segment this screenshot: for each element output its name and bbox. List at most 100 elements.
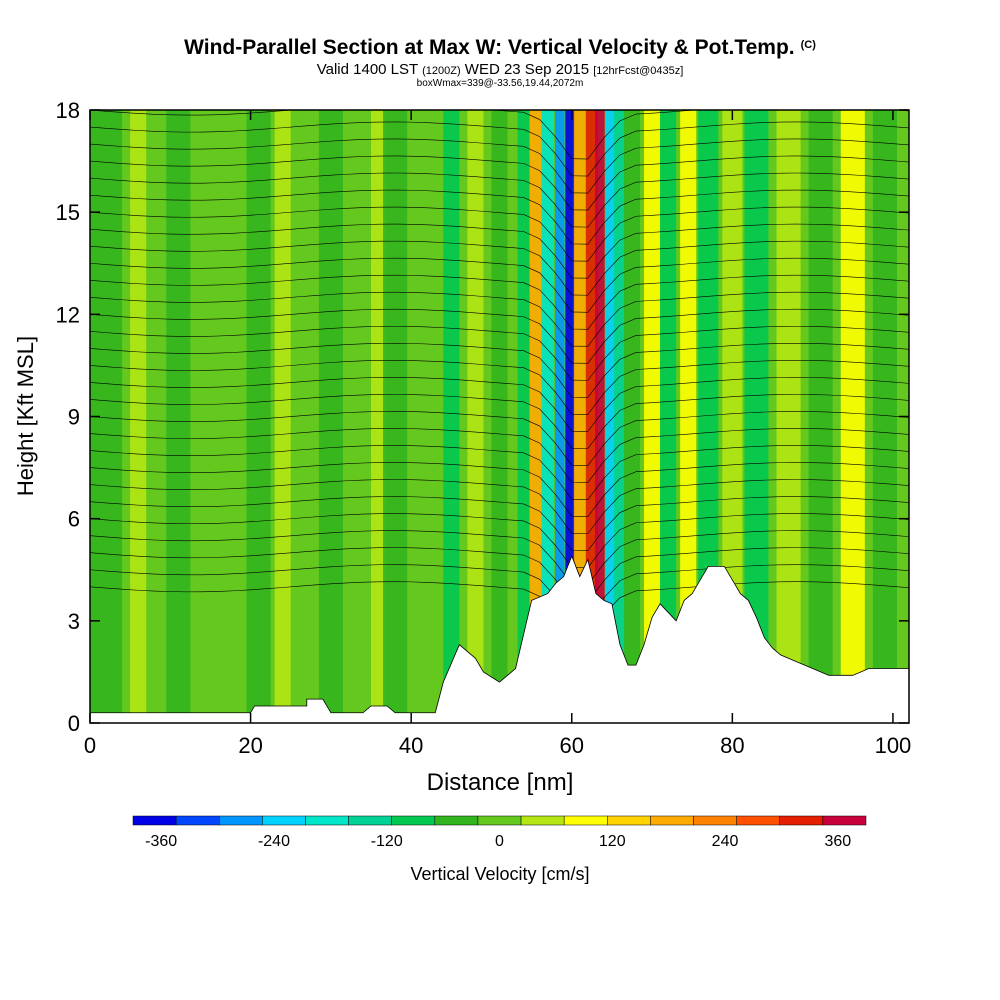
y-tick-label: 3 <box>68 609 80 634</box>
colorbar-swatch <box>736 815 781 826</box>
velocity-strip <box>595 110 605 723</box>
velocity-strip <box>202 110 219 723</box>
isentrope-line <box>90 360 909 415</box>
colorbar-swatch <box>262 815 306 826</box>
velocity-strip <box>467 110 484 723</box>
isentrope-line <box>90 581 909 637</box>
isentrope-line <box>90 274 909 330</box>
colorbar-tick-label: -120 <box>371 833 403 850</box>
velocity-strip <box>644 110 661 723</box>
velocity-strip <box>443 110 460 723</box>
colorbar-swatch <box>434 815 479 826</box>
colorbar-swatch <box>650 815 694 826</box>
velocity-strip <box>872 110 897 723</box>
isentrope-line <box>90 496 909 551</box>
velocity-strip <box>623 110 641 723</box>
y-tick-label: 0 <box>68 711 80 736</box>
isentrope-line <box>90 155 909 211</box>
isentrope-line <box>90 462 909 517</box>
velocity-strip <box>130 110 147 723</box>
velocity-strip <box>722 110 743 723</box>
isentrope-line <box>90 257 909 313</box>
isentrope-line <box>90 206 909 262</box>
x-axis-label: Distance [nm] <box>427 769 574 796</box>
colorbar-swatch <box>391 815 436 826</box>
isentrope-line <box>90 394 909 449</box>
chart-box-info: boxWmax=339@-33.56,19.44,2072m <box>416 78 584 89</box>
velocity-strip <box>246 110 271 723</box>
velocity-strip <box>383 110 408 723</box>
plot-area <box>90 110 909 723</box>
isentrope-line <box>90 325 909 381</box>
colorbar-swatch <box>305 815 349 826</box>
colorbar-tick-label: 120 <box>599 833 626 850</box>
isentrope-line <box>90 223 909 279</box>
terrain <box>90 555 909 723</box>
velocity-strip <box>840 110 865 723</box>
y-tick-label: 15 <box>56 200 80 225</box>
velocity-strip <box>565 110 575 723</box>
colorbar-tick-label: -360 <box>145 833 177 850</box>
isentrope-line <box>90 479 909 534</box>
colorbar-swatch <box>175 815 220 826</box>
isentrope-line <box>90 513 909 568</box>
x-tick-label: 0 <box>84 733 96 758</box>
colorbar-swatch <box>520 815 565 826</box>
y-tick-label: 18 <box>56 98 80 123</box>
velocity-strip <box>529 110 542 723</box>
isentrope-line <box>90 377 909 432</box>
isentrope-line <box>90 530 909 586</box>
isentrope-line <box>90 291 909 347</box>
isentrope-line <box>90 411 909 466</box>
isentrope-line <box>90 342 909 398</box>
velocity-strip <box>660 110 677 723</box>
colorbar-swatch <box>563 815 608 826</box>
y-axis-label: Height [Kft MSL] <box>13 336 38 496</box>
colorbar-label: Vertical Velocity [cm/s] <box>410 864 589 884</box>
colorbar-swatch <box>822 815 867 826</box>
isentrope-line <box>90 240 909 296</box>
velocity-strip <box>554 110 565 723</box>
colorbar-swatch <box>607 815 651 826</box>
chart-subtitle: Valid 1400 LST (1200Z) WED 23 Sep 2015 [… <box>316 61 684 78</box>
y-tick-label: 9 <box>68 405 80 430</box>
potential-temperature-contours <box>90 110 909 637</box>
velocity-strip <box>605 110 616 723</box>
y-tick-label: 12 <box>56 302 80 327</box>
velocity-strip <box>613 110 626 723</box>
colorbar-tick-label: 240 <box>712 833 739 850</box>
x-tick-label: 80 <box>720 733 744 758</box>
x-tick-label: 20 <box>238 733 262 758</box>
colorbar-swatch <box>779 815 824 826</box>
velocity-strip <box>274 110 291 723</box>
colorbar-tick-label: 0 <box>495 833 504 850</box>
isentrope-line <box>90 189 909 245</box>
isentrope-line <box>90 138 909 194</box>
isentrope-line <box>90 547 909 603</box>
isentrope-line <box>90 445 909 500</box>
colorbar-swatch <box>218 815 263 826</box>
colorbar: -360 -240 -120 0 120 240 360 <box>132 815 867 850</box>
copyright-mark: (C) <box>800 39 816 51</box>
axes: 0 20 40 60 80 100 0 3 6 9 12 15 18 <box>56 98 912 758</box>
velocity-strip <box>318 110 343 723</box>
colorbar-tick-label: 360 <box>824 833 851 850</box>
x-tick-label: 40 <box>399 733 423 758</box>
y-tick-label: 6 <box>68 507 80 532</box>
velocity-strip <box>776 110 801 723</box>
chart-title: Wind-Parallel Section at Max W: Vertical… <box>184 36 816 59</box>
colorbar-swatch <box>348 815 392 826</box>
velocity-strip <box>541 110 554 723</box>
velocity-strip <box>517 110 530 723</box>
colorbar-swatch <box>132 815 177 826</box>
colorbar-tick-label: -240 <box>258 833 290 850</box>
isentrope-line <box>90 428 909 483</box>
colorbar-swatch <box>477 815 522 826</box>
x-tick-label: 100 <box>875 733 912 758</box>
x-tick-label: 60 <box>560 733 584 758</box>
isentrope-line <box>90 308 909 364</box>
isentrope-line <box>90 564 909 620</box>
isentrope-line <box>90 172 909 228</box>
isentrope-line <box>90 121 909 177</box>
